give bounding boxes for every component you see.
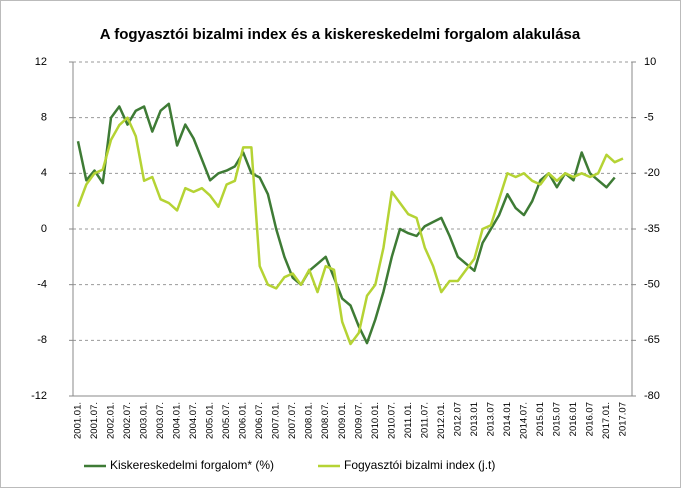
x-tick-label: 2014.07.: [518, 402, 529, 439]
x-tick-label: 2007.01.: [271, 402, 282, 439]
y2-tick-label: -5: [644, 112, 654, 124]
x-tick-label: 2005.01.: [205, 402, 216, 439]
x-tick-label: 2009.01.: [337, 402, 348, 439]
x-tick-label: 2016.07: [584, 402, 595, 436]
chart-title: A fogyasztói bizalmi index és a kiskeres…: [100, 26, 581, 43]
x-tick-label: 2008.07.: [320, 402, 331, 439]
x-tick-label: 2004.07.: [188, 402, 199, 439]
y2-tick-label: -35: [644, 223, 660, 235]
x-tick-label: 2008.01.: [304, 402, 315, 439]
x-tick-label: 2010.07.: [386, 402, 397, 439]
x-tick-label: 2002.07.: [122, 402, 133, 439]
series-line: [76, 102, 616, 345]
x-tick-label: 2010.01.: [370, 402, 381, 439]
y-tick-label: 12: [35, 56, 47, 68]
legend-label: Fogyasztói bizalmi index (j.t): [344, 458, 495, 472]
y-tick-label: 8: [41, 112, 47, 124]
x-tick-label: 2012.01.: [436, 402, 447, 439]
x-tick-label: 2011.07.: [419, 402, 430, 438]
x-tick-label: 2012.07: [452, 402, 463, 436]
y2-tick-label: -65: [644, 334, 660, 346]
x-tick-label: 2015.07: [551, 402, 562, 436]
legend-label: Kiskereskedelmi forgalom* (%): [110, 458, 274, 472]
y2-tick-label: -20: [644, 167, 660, 179]
x-tick-label: 2001.01.: [73, 402, 84, 439]
y2-tick-label: -80: [644, 390, 660, 402]
x-tick-label: 2006.01.: [238, 402, 249, 439]
x-tick-label: 2004.01.: [172, 402, 183, 439]
y-tick-label: -8: [37, 334, 47, 346]
x-tick-label: 2017.07: [618, 402, 629, 436]
x-tick-label: 2003.01.: [139, 402, 150, 439]
series-line: [76, 116, 624, 346]
x-tick-label: 2001.07.: [89, 402, 100, 439]
x-tick-label: 2002.01.: [106, 402, 117, 439]
x-tick-label: 2013.01: [469, 402, 480, 436]
x-tick-label: 2017.01.: [601, 402, 612, 439]
x-tick-label: 2007.07.: [287, 402, 298, 439]
y-tick-label: 0: [41, 223, 47, 235]
x-tick-label: 2013.07: [485, 402, 496, 436]
y-tick-label: -12: [31, 390, 47, 402]
x-tick-label: 2006.07.: [254, 402, 265, 439]
y-tick-label: -4: [37, 279, 47, 291]
y2-tick-label: -50: [644, 279, 660, 291]
x-tick-label: 2011.01.: [403, 402, 414, 438]
x-tick-label: 2005.07.: [221, 402, 232, 439]
x-tick-label: 2009.07.: [353, 402, 364, 439]
y2-tick-label: 10: [644, 56, 656, 68]
x-tick-label: 2015.01: [535, 402, 546, 436]
x-tick-label: 2003.07.: [155, 402, 166, 439]
x-tick-label: 2014.01: [502, 402, 513, 436]
x-tick-label: 2016.01: [568, 402, 579, 436]
y-tick-label: 4: [41, 167, 47, 179]
